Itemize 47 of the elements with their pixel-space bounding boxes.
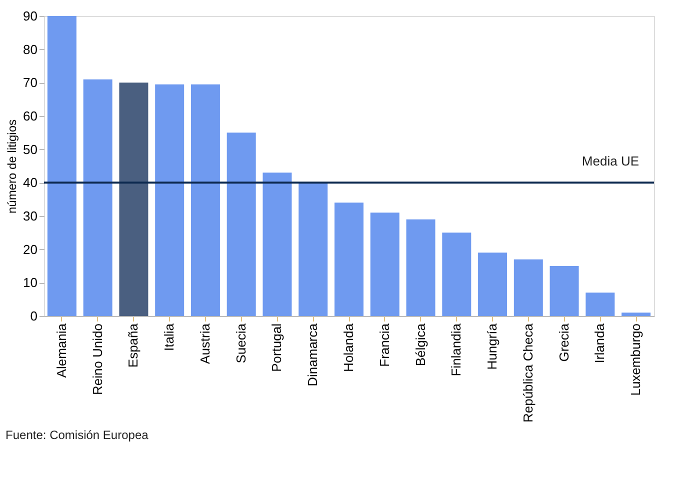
x-tick-label: Suecia xyxy=(233,322,248,364)
x-tick-label: Italia xyxy=(162,322,177,351)
bar xyxy=(226,132,256,316)
bar xyxy=(550,266,579,316)
bar xyxy=(586,292,615,316)
x-tick-label: Hungría xyxy=(484,322,500,370)
x-tick-label: Grecia xyxy=(556,322,572,362)
bar xyxy=(334,202,364,316)
x-tick-label: República Checa xyxy=(520,322,536,423)
y-tick-label: 20 xyxy=(23,242,38,257)
bar xyxy=(119,82,148,316)
y-tick-label: 80 xyxy=(23,42,38,57)
y-axis-title: número de litigios xyxy=(5,119,20,214)
x-tick-label: Portugal xyxy=(269,323,284,372)
x-tick-label: Dinamarca xyxy=(305,322,320,386)
x-tick-label: Luxemburgo xyxy=(628,324,644,396)
x-tick-label: Alemania xyxy=(54,322,69,378)
bar xyxy=(190,84,220,316)
bar xyxy=(478,252,508,316)
x-tick-label: Bélgica xyxy=(412,322,428,366)
bar xyxy=(514,259,543,316)
y-tick-label: 60 xyxy=(23,108,38,124)
x-tick-label: Reino Unido xyxy=(90,324,105,396)
bar xyxy=(370,212,400,316)
y-tick-label: 0 xyxy=(30,308,38,324)
source-note: Fuente: Comisión Europea xyxy=(6,428,149,442)
bar xyxy=(406,219,436,316)
y-tick-label: 90 xyxy=(23,8,38,24)
bar xyxy=(262,172,292,316)
bar xyxy=(298,182,328,316)
x-tick-label: Finlandia xyxy=(448,322,464,376)
bar xyxy=(155,84,184,316)
x-tick-label: España xyxy=(126,322,141,368)
bar xyxy=(622,312,651,316)
y-tick-label: 70 xyxy=(23,75,38,90)
y-tick-label: 50 xyxy=(23,142,38,157)
x-tick-label: Austria xyxy=(197,322,212,364)
y-tick-label: 30 xyxy=(23,208,38,224)
x-tick-label: Francia xyxy=(376,322,392,367)
x-tick-label: Irlanda xyxy=(592,322,608,364)
bar xyxy=(47,16,76,316)
y-tick-label: 10 xyxy=(23,275,38,290)
x-tick-label: Holanda xyxy=(341,322,356,372)
bar xyxy=(83,79,112,316)
ref-line-label: Media UE xyxy=(582,154,640,169)
bar xyxy=(442,232,472,316)
y-tick-label: 40 xyxy=(23,175,38,190)
